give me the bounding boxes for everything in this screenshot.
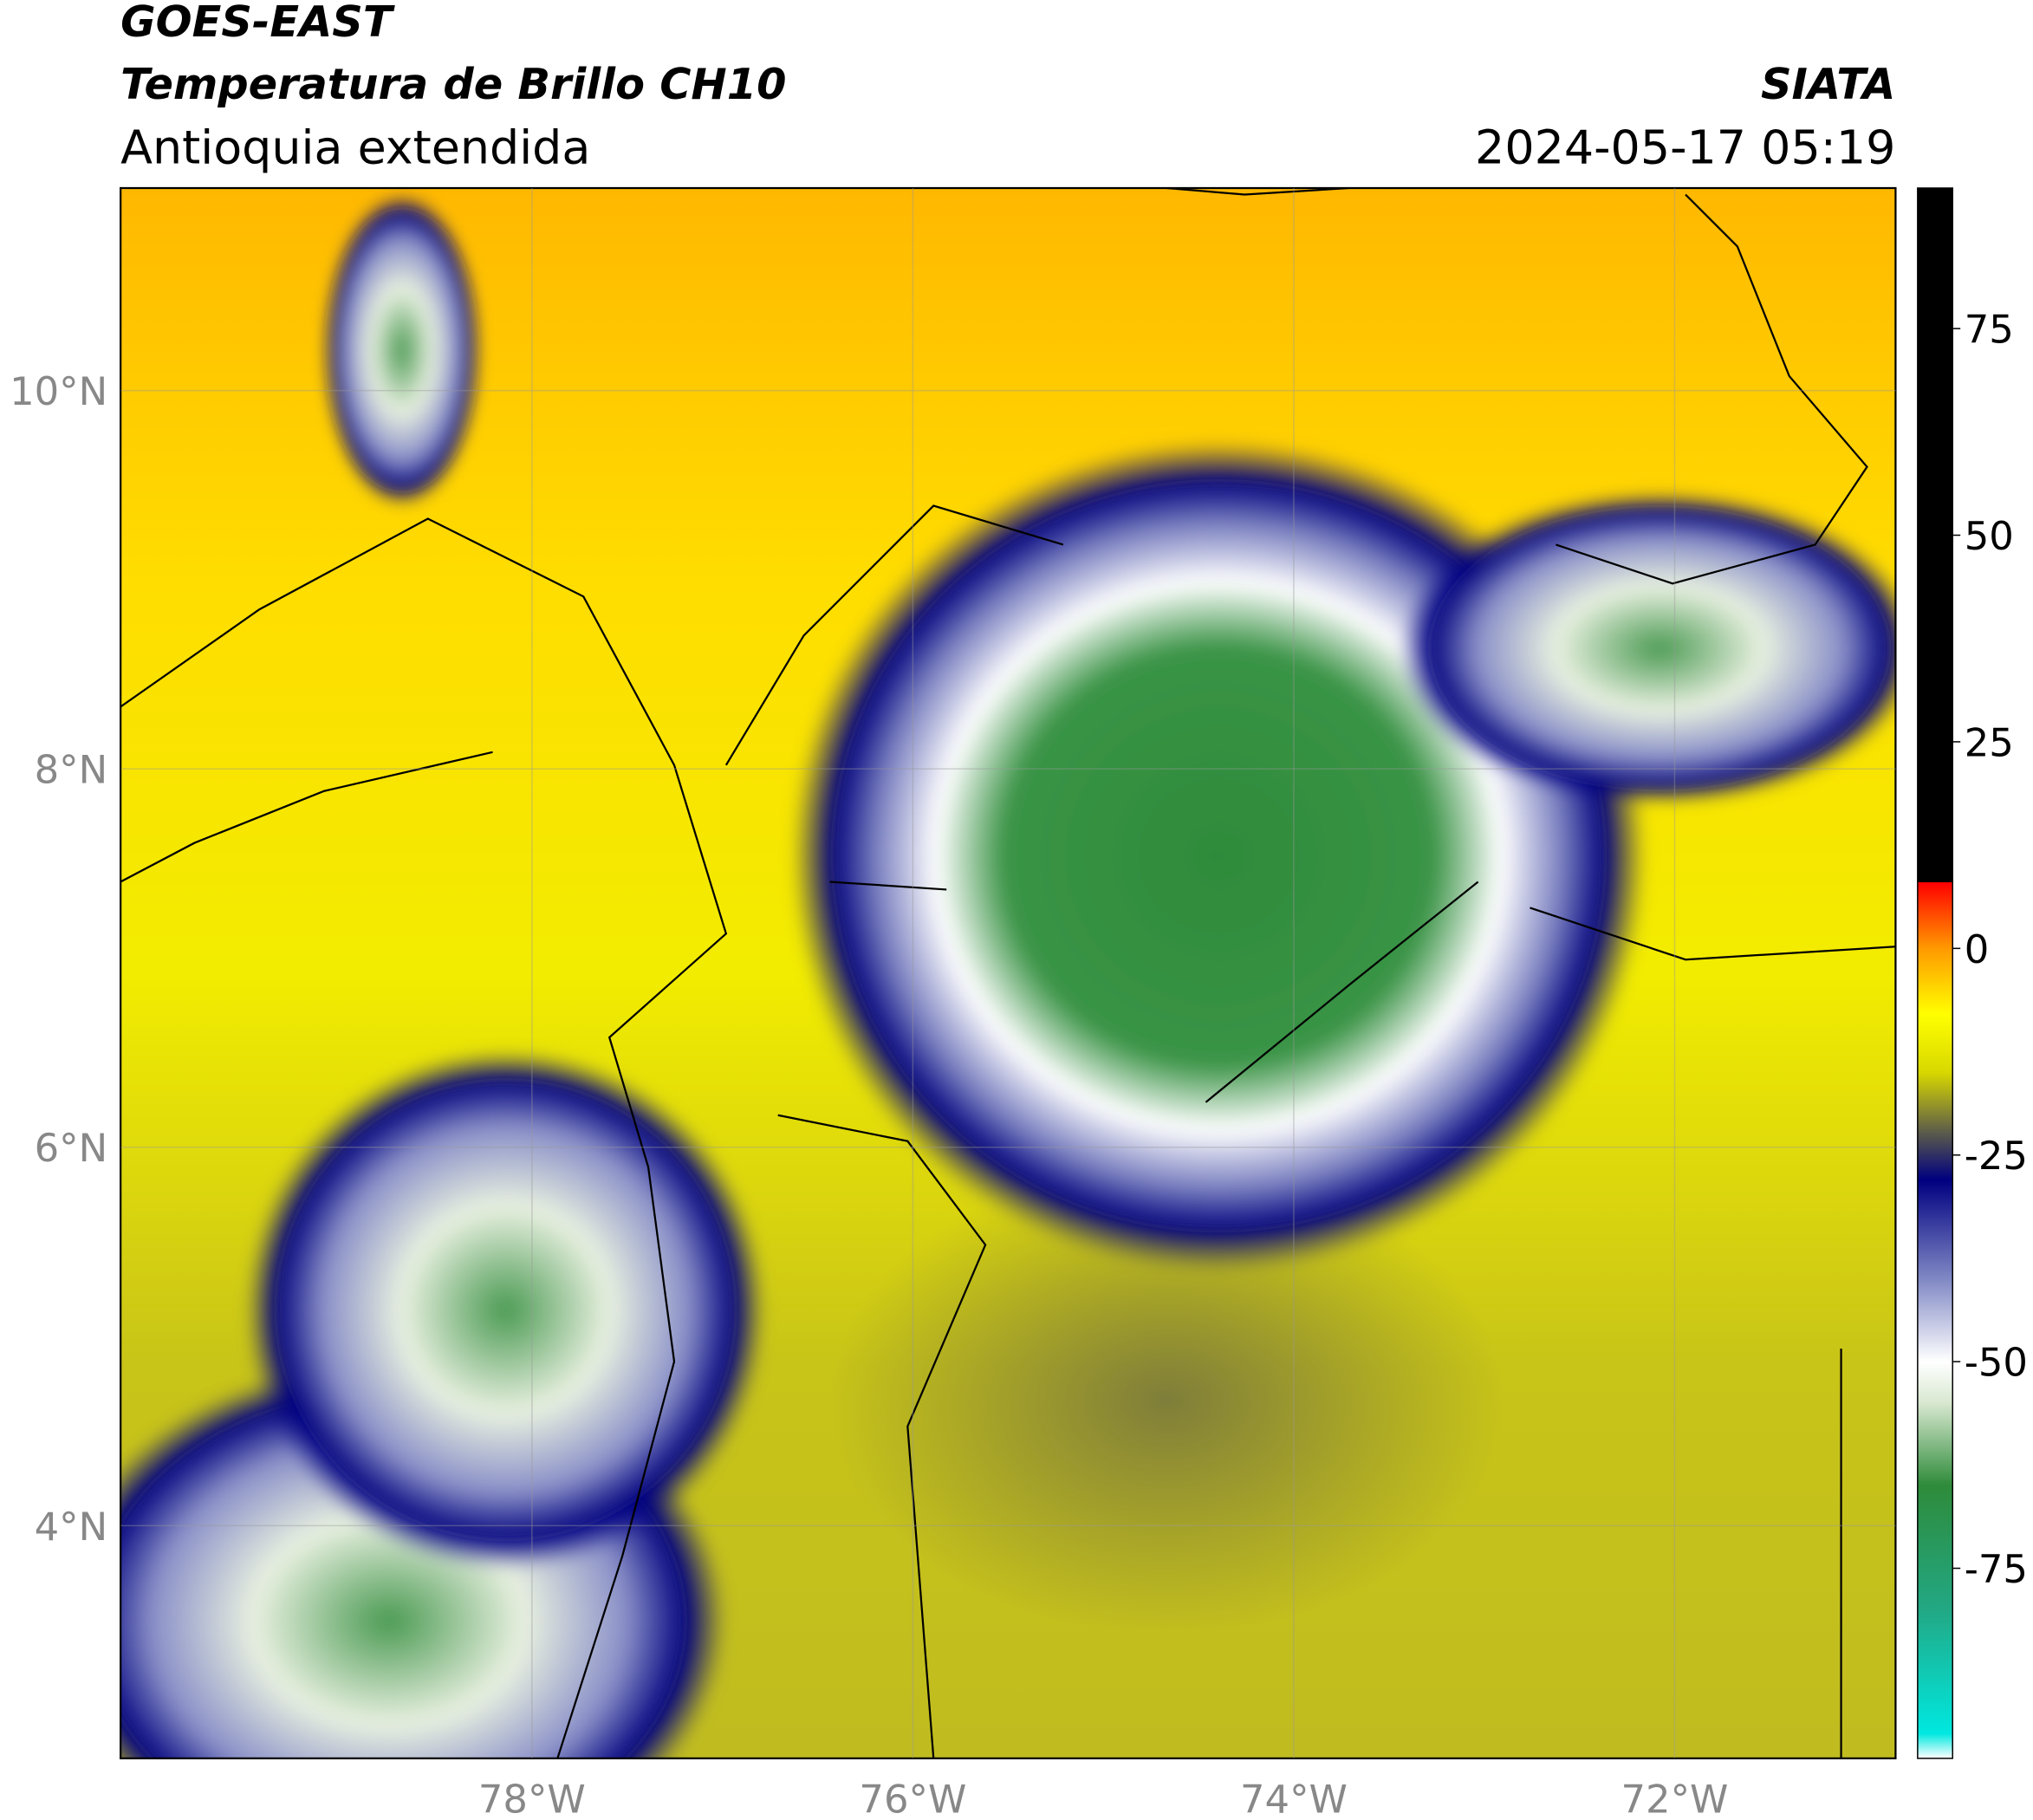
x-tick-label: 78°W [478,1777,586,1820]
x-tick-label: 76°W [859,1777,966,1820]
x-tick-label: 74°W [1240,1777,1348,1820]
region: Antioquia extendida [120,120,590,175]
map [120,188,1896,1758]
map-frame [120,186,1897,1759]
colorbar-tick-label: 0 [1965,926,1990,972]
y-tick-label: 4°N [35,1504,108,1550]
colorbar-tick-label: 75 [1965,307,2014,353]
title: GOES-EAST [120,0,395,47]
colorbar-tick-label: -50 [1965,1340,2028,1386]
x-tick-label: 72°W [1621,1777,1729,1820]
datetime: 2024-05-17 05:19 [1475,120,1895,175]
colorbar-tick-label: -25 [1965,1133,2028,1179]
colorbar-tick-label: 50 [1965,513,2014,559]
source: SIATA [1761,59,1895,109]
colorbar [1917,187,1953,1759]
colorbar-tick-label: 25 [1965,719,2014,765]
subtitle: Temperatura de Brillo CH10 [120,59,786,109]
colorbar-tick-label: -75 [1965,1546,2028,1592]
y-tick-label: 8°N [35,747,108,793]
y-tick-label: 10°N [10,368,107,414]
y-tick-label: 6°N [35,1125,108,1171]
